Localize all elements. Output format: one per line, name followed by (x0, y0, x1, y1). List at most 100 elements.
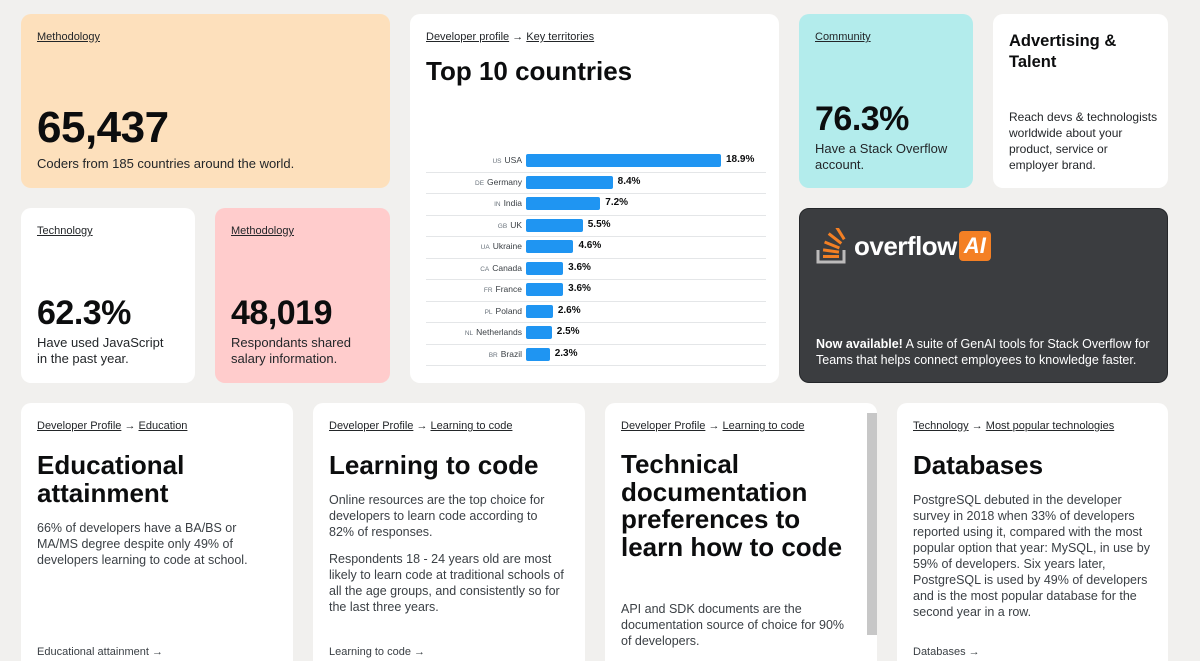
country-code: NL (464, 330, 474, 337)
chart-bar[interactable] (526, 283, 564, 296)
chart-bar[interactable] (526, 347, 550, 361)
technology-link[interactable]: Technology (37, 225, 93, 237)
key-territories-link[interactable]: Key territories (526, 31, 595, 43)
overflow-ai-card[interactable]: overflow AI Now available! A suite of Ge… (799, 208, 1168, 383)
stat-card-javascript: Technology 62.3% Have used JavaScript in… (21, 208, 195, 383)
education-footer-link[interactable]: Educational attainment → (37, 646, 163, 658)
chart-bar[interactable] (526, 304, 553, 318)
breadcrumb-arrow: → (971, 420, 983, 432)
chart-row: CA Canada 3.6% (426, 259, 766, 280)
technology-link-2[interactable]: Technology (913, 420, 969, 432)
advertising-card[interactable]: Advertising & Talent Reach devs & techno… (993, 14, 1168, 188)
breadcrumb-arrow: → (416, 420, 428, 432)
chart-row: UA Ukraine 4.6% (426, 237, 766, 259)
chart-bar[interactable] (526, 261, 564, 275)
now-available-label: Now available! (816, 337, 903, 351)
chart-bar[interactable] (526, 175, 613, 189)
education-title: Educational attainment (37, 450, 185, 508)
respondents-text: Coders from 185 countries around the wor… (37, 156, 295, 171)
salary-number: 48,019 (231, 294, 333, 332)
advertising-text: Reach devs & technologists worldwide abo… (1009, 110, 1158, 172)
countries-bar-chart: US USA 18.9% DE Germany 8.4% IN India 7.2% GB UK 5.… (410, 151, 779, 371)
country-code: UA (480, 244, 490, 251)
chart-bar[interactable] (526, 154, 721, 167)
ai-badge: AI (958, 231, 991, 261)
country-name: France (495, 284, 522, 294)
documentation-scrollbar[interactable] (867, 413, 877, 635)
chart-row: IN India 7.2% (426, 194, 766, 216)
country-name: Brazil (500, 348, 522, 359)
databases-footer-link[interactable]: Databases → (913, 646, 980, 658)
country-code: CA (480, 265, 490, 273)
documentation-text: API and SDK documents are the documentat… (621, 602, 845, 648)
country-code: GB (497, 222, 508, 230)
salary-text: Respondants shared salary information. (231, 335, 351, 366)
breadcrumb-arrow: → (124, 420, 136, 432)
chart-row: GB UK 5.5% (426, 216, 766, 237)
developer-profile-link-3[interactable]: Developer Profile (329, 420, 414, 432)
chart-value-label: 2.3% (554, 347, 578, 359)
chart-value-label: 7.2% (605, 197, 629, 208)
chart-row: DE Germany 8.4% (426, 173, 766, 194)
databases-title: Databases (913, 450, 1044, 480)
breadcrumb-arrow: → (708, 420, 720, 432)
education-link[interactable]: Education (138, 420, 188, 432)
popular-technologies-link[interactable]: Most popular technologies (985, 420, 1115, 432)
chart-bar[interactable] (526, 197, 601, 210)
databases-text: PostgreSQL debuted in the developer surv… (913, 493, 1150, 619)
methodology-link-2[interactable]: Methodology (231, 225, 294, 237)
chart-value-label: 2.6% (557, 304, 581, 316)
documentation-card[interactable]: Developer Profile → Learning to code Tec… (605, 403, 877, 661)
chart-bar[interactable] (526, 240, 574, 253)
country-name: Ukraine (492, 241, 522, 251)
developer-profile-link-4[interactable]: Developer Profile (621, 420, 706, 432)
overflow-ai-text: Now available! A suite of GenAI tools fo… (816, 336, 1156, 368)
education-card: Developer Profile → Education Educationa… (21, 403, 293, 661)
chart-row: BR Brazil 2.3% (426, 345, 766, 366)
learning-text-2: Respondents 18 - 24 years old are most l… (329, 552, 564, 614)
stat-card-community: Community 76.3% Have a Stack Overflow ac… (799, 14, 973, 188)
community-number: 76.3% (815, 100, 909, 138)
developer-profile-link-2[interactable]: Developer Profile (37, 420, 122, 432)
country-code: BR (488, 351, 498, 359)
chart-row: US USA 18.9% (426, 151, 766, 173)
chart-category-label: NL Netherlands (465, 327, 522, 337)
chart-row: NL Netherlands 2.5% (426, 323, 766, 345)
overflow-ai-description: A suite of GenAI tools for Stack Overflo… (816, 337, 1150, 367)
country-name: USA (504, 155, 522, 165)
methodology-link[interactable]: Methodology (37, 31, 100, 43)
chart-bar[interactable] (526, 326, 552, 339)
chart-row: FR France 3.6% (426, 280, 766, 302)
learning-text-1: Online resources are the top choice for … (329, 493, 545, 539)
chart-category-label: UA Ukraine (481, 241, 522, 251)
chart-category-label: US USA (492, 155, 522, 165)
javascript-text: Have used JavaScript in the past year. (37, 335, 164, 366)
chart-category-label: DE Germany (475, 177, 522, 187)
chart-category-label: FR France (484, 284, 522, 294)
country-code: DE (475, 179, 485, 187)
education-text: 66% of developers have a BA/BS or MA/MS … (37, 521, 248, 567)
country-code: PL (484, 308, 493, 316)
learning-footer-link[interactable]: Learning to code → (329, 646, 426, 658)
chart-category-label: CA Canada (480, 263, 522, 273)
country-name: India (503, 198, 522, 208)
country-name: Netherlands (476, 327, 522, 337)
learning-to-code-link-2[interactable]: Learning to code (722, 420, 805, 432)
country-name: Germany (487, 176, 522, 187)
advertising-title: Advertising & Talent (1009, 32, 1117, 71)
community-link[interactable]: Community (815, 31, 871, 43)
country-code: FR (483, 287, 493, 294)
documentation-title: Technical documentation preferences to l… (621, 449, 843, 562)
stat-card-respondents: Methodology 65,437 Coders from 185 count… (21, 14, 390, 188)
learning-to-code-link[interactable]: Learning to code (430, 420, 513, 432)
developer-profile-link[interactable]: Developer profile (426, 31, 510, 43)
chart-category-label: PL Poland (485, 306, 522, 316)
stack-overflow-icon (816, 228, 846, 264)
top-countries-title: Top 10 countries (426, 56, 633, 86)
chart-value-label: 4.6% (578, 240, 602, 251)
chart-value-label: 3.6% (568, 261, 591, 273)
chart-category-label: IN India (494, 198, 522, 208)
chart-bar[interactable] (526, 218, 583, 232)
stat-card-salary: Methodology 48,019 Respondants shared sa… (215, 208, 390, 383)
country-name: Poland (495, 305, 522, 316)
